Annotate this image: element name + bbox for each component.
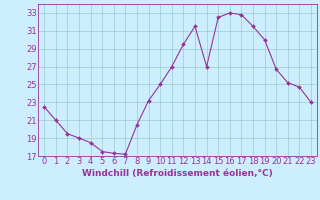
X-axis label: Windchill (Refroidissement éolien,°C): Windchill (Refroidissement éolien,°C) xyxy=(82,169,273,178)
